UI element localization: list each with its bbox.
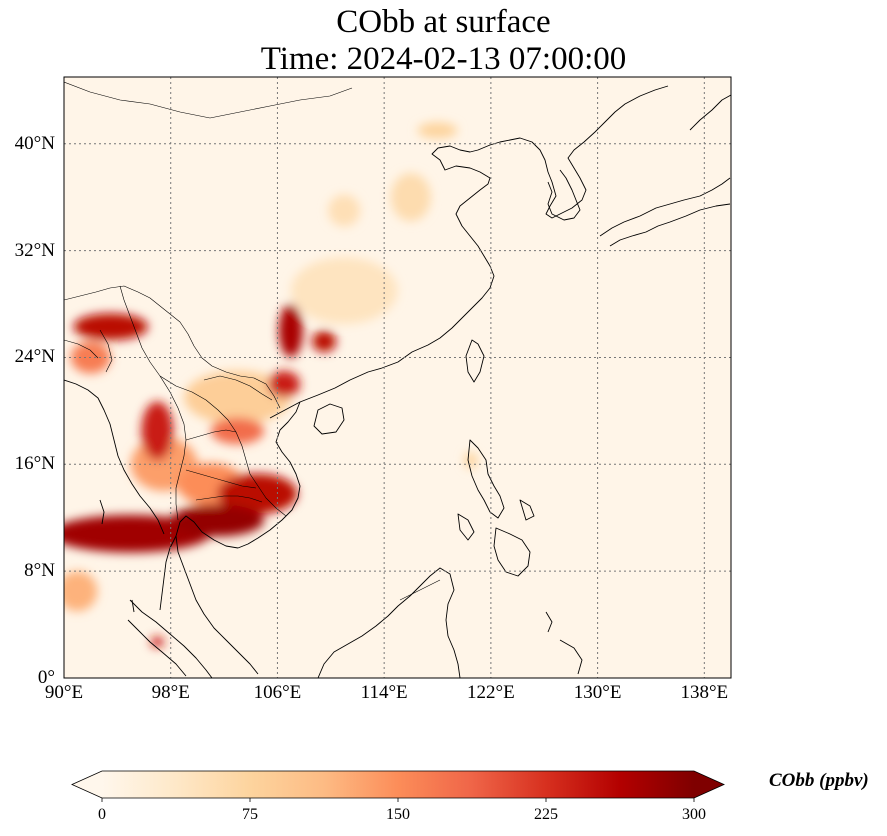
cobb-field xyxy=(64,122,478,648)
cobb-hotspot xyxy=(184,370,291,425)
cobb-hotspot xyxy=(141,401,174,461)
coastlines xyxy=(64,85,731,678)
cobb-hotspot xyxy=(312,330,337,353)
longitude-tick-label: 90°E xyxy=(44,682,84,703)
colorbar-label: CObb (ppbv) xyxy=(769,770,869,791)
cobb-hotspot xyxy=(290,257,398,325)
cobb-hotspot xyxy=(417,122,458,139)
latitude-tick-label: 8°N xyxy=(24,560,55,582)
colorbar-gradient xyxy=(102,771,694,798)
map-title-line2: Time: 2024-02-13 07:00:00 xyxy=(260,41,627,77)
latitude-tick-label: 0° xyxy=(37,667,55,688)
colorbar-extend-min xyxy=(72,771,102,798)
cobb-hotspot xyxy=(464,452,478,469)
cobb-hotspot xyxy=(170,504,265,537)
cobb-hotspot xyxy=(278,304,303,358)
cobb-hotspot xyxy=(390,173,431,222)
country-borders xyxy=(64,81,441,601)
longitude-tick-label: 106°E xyxy=(253,682,302,703)
latitude-tick-label: 32°N xyxy=(14,239,55,261)
cobb-hotspot xyxy=(73,313,149,341)
cobb-hotspot xyxy=(328,194,361,227)
longitude-tick-label: 130°E xyxy=(573,682,622,703)
cobb-hotspot xyxy=(210,417,265,445)
colorbar-tick-label: 0 xyxy=(98,806,106,823)
colorbar-tick-label: 225 xyxy=(534,806,558,823)
colorbar-extend-max xyxy=(694,771,724,798)
cobb-hotspot xyxy=(268,370,301,398)
longitude-tick-label: 98°E xyxy=(151,682,190,703)
map-title-line1: CObb at surface xyxy=(336,4,551,40)
colorbar-tick-label: 300 xyxy=(682,806,706,823)
latitude-tick-label: 24°N xyxy=(14,346,55,368)
colorbar xyxy=(71,770,725,802)
latitude-tick-label: 40°N xyxy=(14,132,55,154)
longitude-tick-label: 122°E xyxy=(467,682,515,703)
longitude-tick-label: 138°E xyxy=(680,682,729,703)
latitude-tick-label: 16°N xyxy=(14,453,55,475)
map-frame xyxy=(63,76,732,679)
cobb-hotspot xyxy=(64,571,98,612)
longitude-tick-label: 114°E xyxy=(360,682,408,703)
map-gridlines xyxy=(64,77,731,678)
cobb-hotspot xyxy=(150,636,165,648)
colorbar-tick-label: 150 xyxy=(386,806,410,823)
colorbar-tick-label: 75 xyxy=(242,806,258,823)
map-background xyxy=(64,77,731,678)
